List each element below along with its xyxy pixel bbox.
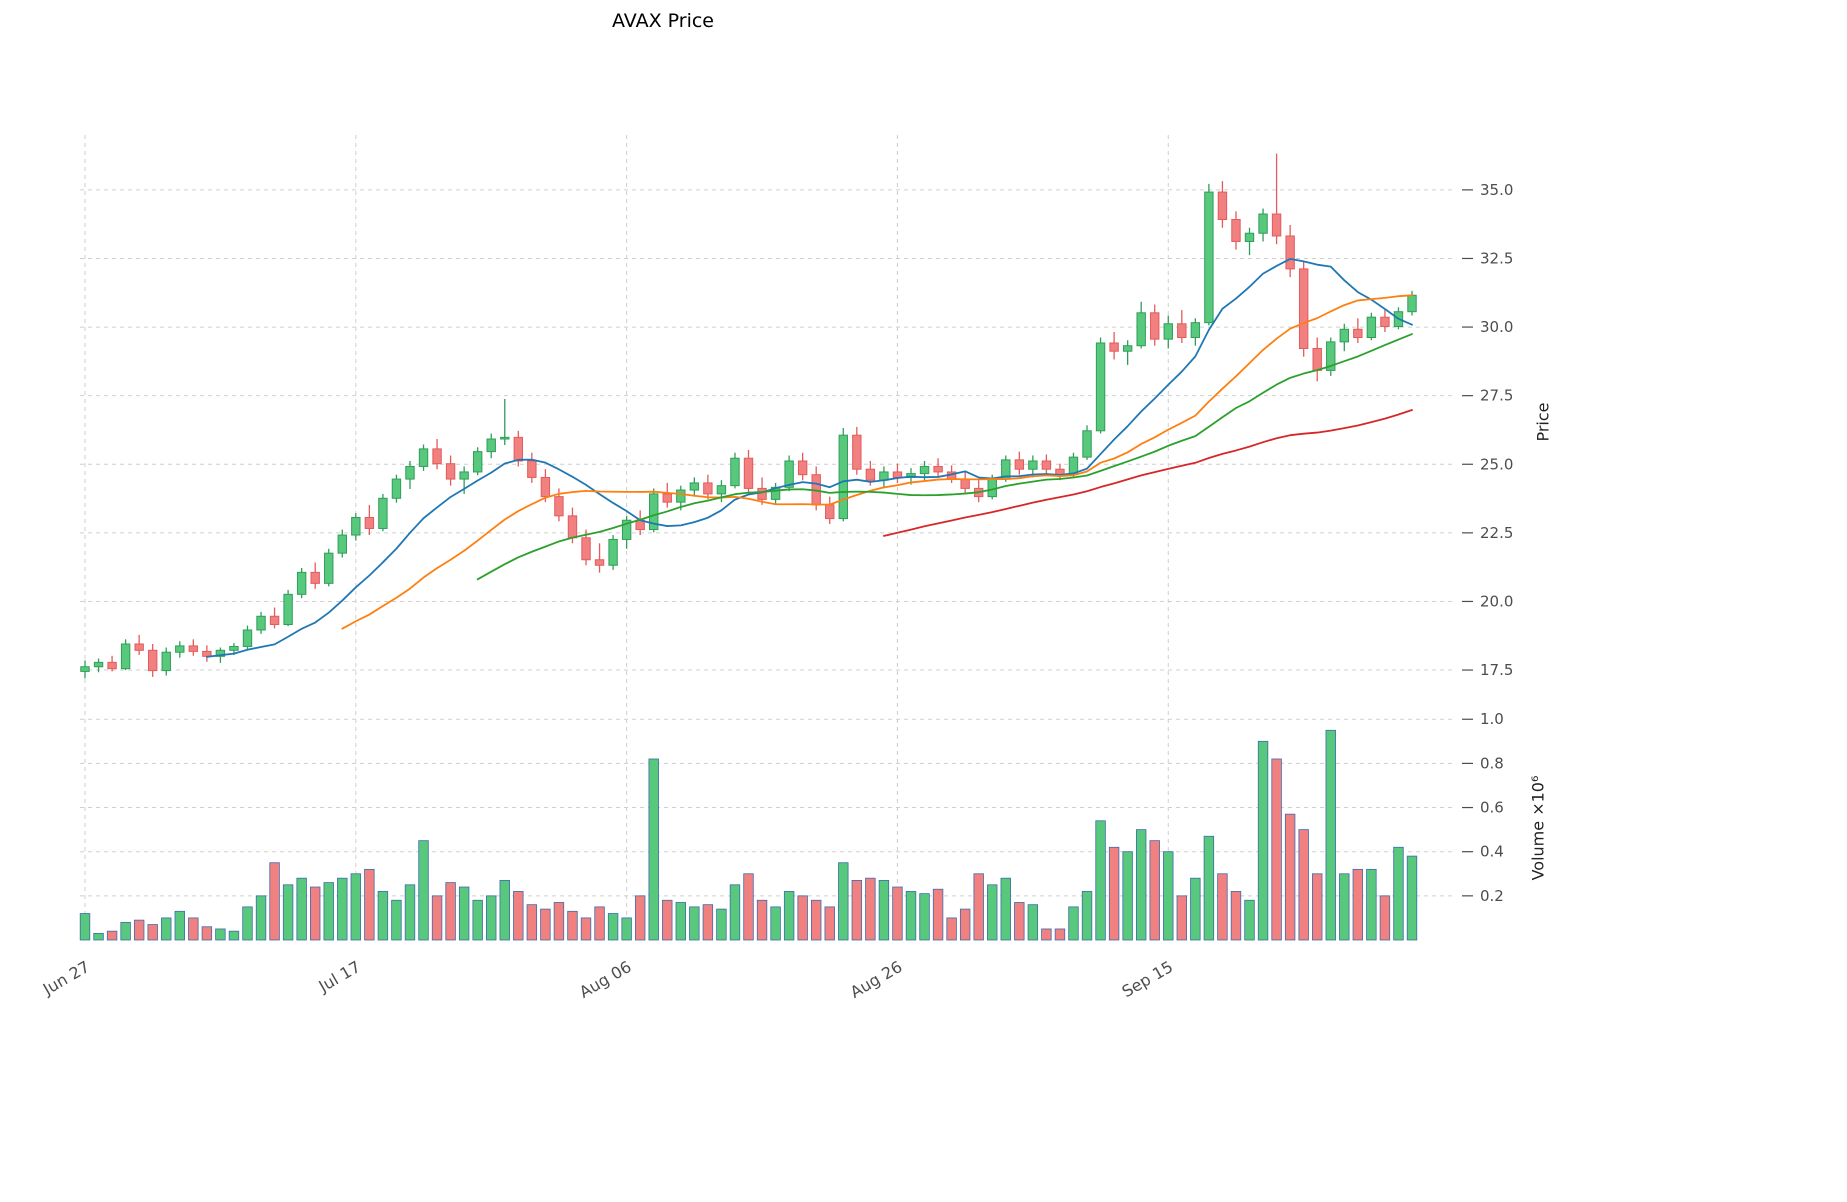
svg-text:32.5: 32.5 bbox=[1480, 249, 1513, 267]
svg-text:0.4: 0.4 bbox=[1480, 843, 1504, 861]
svg-text:20.0: 20.0 bbox=[1480, 592, 1513, 610]
svg-text:0.8: 0.8 bbox=[1480, 754, 1504, 772]
svg-text:Jul 17: Jul 17 bbox=[315, 957, 364, 996]
volume-axis-label: Volume ×10⁶ bbox=[1528, 775, 1548, 881]
svg-text:Aug 06: Aug 06 bbox=[576, 957, 635, 1002]
svg-text:22.5: 22.5 bbox=[1480, 524, 1513, 542]
svg-text:25.0: 25.0 bbox=[1480, 455, 1513, 473]
svg-text:Jun 27: Jun 27 bbox=[39, 957, 93, 999]
svg-text:0.6: 0.6 bbox=[1480, 799, 1504, 817]
svg-text:17.5: 17.5 bbox=[1480, 661, 1513, 679]
price-axis-label: Price bbox=[1533, 402, 1553, 442]
svg-text:35.0: 35.0 bbox=[1480, 181, 1513, 199]
chart-title: AVAX Price bbox=[612, 10, 714, 32]
svg-text:0.2: 0.2 bbox=[1480, 887, 1504, 905]
svg-text:30.0: 30.0 bbox=[1480, 318, 1513, 336]
svg-text:27.5: 27.5 bbox=[1480, 387, 1513, 405]
svg-text:Aug 26: Aug 26 bbox=[847, 957, 906, 1002]
svg-text:Sep 15: Sep 15 bbox=[1119, 957, 1177, 1001]
svg-text:1.0: 1.0 bbox=[1480, 710, 1504, 728]
